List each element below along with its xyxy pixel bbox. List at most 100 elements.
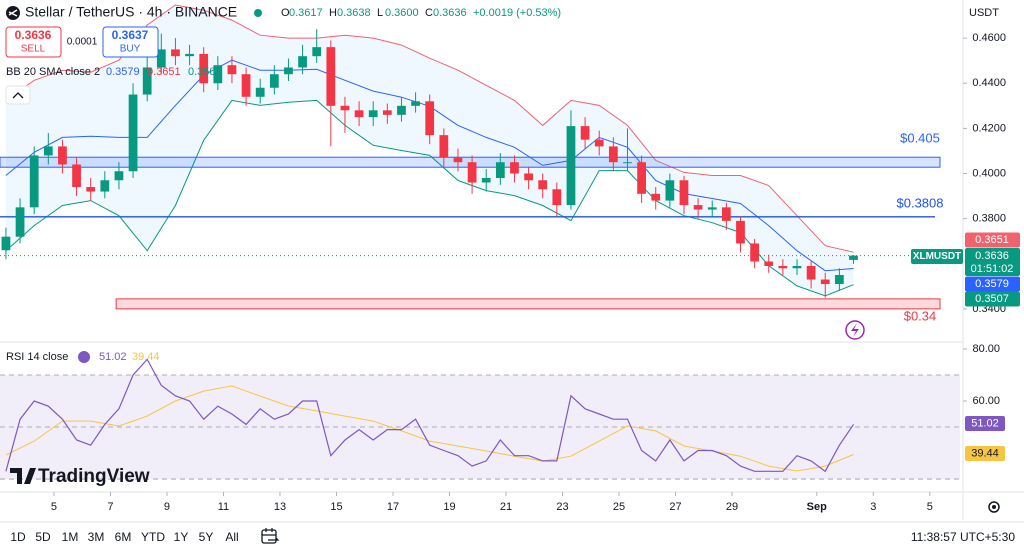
x-tick-label: 5	[927, 501, 933, 513]
symbol-badge: XLMUSDT	[913, 251, 961, 262]
candle-body	[213, 65, 223, 84]
candle-body	[510, 162, 519, 174]
timeframe-button[interactable]: 1Y	[174, 530, 189, 544]
candle-body	[778, 265, 788, 269]
candle-body	[439, 135, 449, 158]
y-tick-label: 0.3800	[972, 213, 1006, 225]
date-range-icon-detail[interactable]	[262, 528, 280, 541]
y-tick-label: 0.4200	[972, 122, 1006, 134]
candle-body	[326, 47, 336, 106]
candle-body	[594, 139, 604, 147]
rsi-legend-value: 51.02	[99, 351, 127, 363]
clock: 11:38:57 UTC+5:30	[911, 530, 1016, 544]
candle-body	[792, 265, 802, 269]
level-label: $0.34	[904, 308, 937, 323]
x-tick-label: 13	[274, 501, 286, 513]
sell-button[interactable]	[5, 26, 62, 58]
candle-body	[425, 101, 435, 136]
candle-body	[566, 126, 576, 206]
bb-lower-badge: 0.3507	[975, 293, 1009, 305]
rsi-pane	[0, 358, 960, 480]
candle-body	[58, 146, 67, 165]
timeframe-button[interactable]: 5Y	[199, 530, 214, 544]
timeframe-button[interactable]: 1D	[10, 530, 26, 544]
date-range-icon[interactable]	[261, 529, 277, 544]
candle-body	[114, 171, 124, 181]
last-price-badge-bg	[965, 248, 1020, 276]
x-tick-label: 27	[669, 501, 681, 513]
ohlc-value: 0.3638	[337, 7, 371, 19]
candle-body	[368, 110, 378, 118]
candle-body	[128, 94, 138, 172]
candle-body	[312, 47, 322, 57]
bb-upper	[5, 4, 854, 253]
candle-body	[453, 157, 463, 163]
candle-body	[100, 180, 110, 192]
x-tick-label: 3	[870, 501, 876, 513]
candle-body	[298, 56, 307, 68]
rsi-value-badge-bg	[965, 416, 1005, 431]
timeframe-button[interactable]: YTD	[141, 530, 165, 544]
timeframe-button[interactable]: All	[225, 530, 238, 544]
spread: 0.0001	[67, 37, 98, 48]
ohlc-key: L	[377, 7, 383, 19]
ohlc-key: H	[329, 7, 337, 19]
bb-middle-badge: 0.3579	[975, 278, 1009, 290]
bb-legend-upper: 0.3651	[147, 66, 181, 78]
timeframe-button[interactable]: 1M	[62, 530, 79, 544]
candle-body	[284, 67, 293, 75]
candle-body	[15, 207, 25, 237]
settings-icon-core[interactable]	[992, 505, 996, 509]
candle-body	[721, 207, 731, 221]
candle-body	[608, 146, 618, 163]
candle-body	[255, 87, 265, 97]
candle-body	[651, 193, 661, 201]
sell-label[interactable]: SELL	[21, 44, 46, 55]
candle-body	[340, 105, 350, 111]
timeframe-button[interactable]: 5D	[35, 530, 51, 544]
candle-body	[736, 220, 745, 244]
collapse-icon[interactable]	[12, 92, 24, 99]
rsi-legend-ma: 39.44	[132, 351, 160, 363]
x-tick-label: 29	[726, 501, 738, 513]
candle-body	[834, 275, 844, 285]
candle-body	[142, 67, 152, 95]
x-tick-label: 11	[218, 501, 229, 513]
buy-button[interactable]	[102, 26, 159, 58]
buy-price[interactable]: 0.3637	[112, 28, 149, 42]
candle-body	[481, 178, 491, 183]
candle-body	[679, 180, 689, 206]
sell-price[interactable]: 0.3636	[15, 28, 52, 42]
overlay: Stellar / TetherUS · 4h · BINANCE O 0.361…	[5, 4, 1020, 544]
x-tick-label: 19	[443, 501, 455, 513]
x-tick-label: Sep	[807, 501, 827, 513]
bb-upper-badge-bg	[965, 232, 1020, 248]
candle-body	[665, 180, 675, 201]
timeframe-button[interactable]: 6M	[115, 530, 132, 544]
candle-body	[241, 74, 251, 97]
level-label: $0.3808	[897, 195, 944, 210]
symbol-icon-mark	[8, 9, 18, 17]
bb-middle-badge-bg	[965, 276, 1020, 292]
buy-label[interactable]: BUY	[120, 44, 141, 55]
rsi-settings-icon[interactable]	[78, 351, 90, 363]
x-tick-label: 9	[164, 501, 170, 513]
candle-body	[269, 74, 279, 88]
rsi-y-tick-label: 60.00	[972, 395, 1000, 407]
currency[interactable]: USDT	[969, 7, 999, 19]
candle-body	[623, 162, 632, 164]
settings-icon[interactable]	[988, 501, 1000, 513]
timeframe-button[interactable]: 3M	[88, 530, 105, 544]
market-status	[254, 9, 262, 17]
candle-body	[29, 155, 39, 208]
candle-body	[382, 110, 392, 115]
candle-body	[707, 207, 717, 210]
collapse-button[interactable]	[5, 85, 31, 105]
candle-body	[764, 261, 774, 266]
bb-lower-badge-bg	[965, 291, 1020, 307]
rsi-ma-badge: 39.44	[971, 447, 999, 459]
candle-body	[820, 279, 830, 285]
alert-icon-bolt[interactable]	[851, 323, 859, 337]
candle-body	[72, 164, 81, 188]
ohlc-key: O	[281, 7, 290, 19]
